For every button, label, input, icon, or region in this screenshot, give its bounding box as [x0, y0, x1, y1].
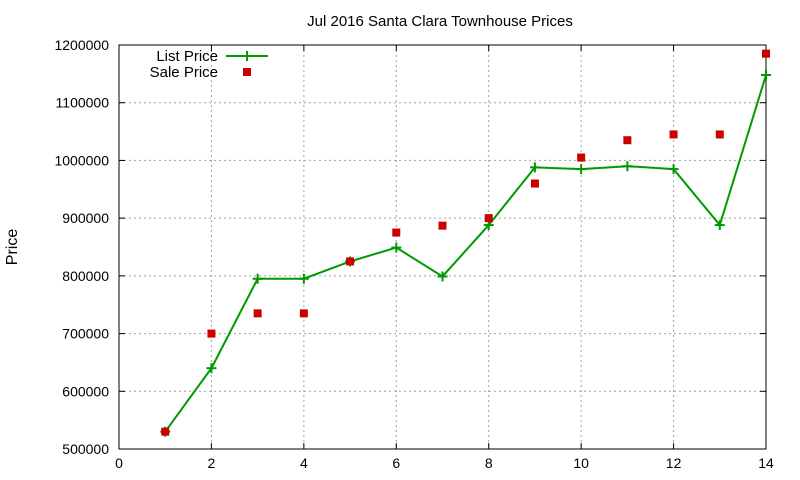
sale-price-point [392, 228, 401, 237]
legend-item: Sale Price [150, 64, 251, 81]
x-tick-label: 6 [392, 455, 400, 471]
series-sale-price [161, 49, 770, 436]
legend-label: Sale Price [150, 64, 218, 81]
series-list-price [160, 70, 771, 437]
sale-price-point [438, 221, 447, 230]
sale-price-point [715, 130, 724, 139]
y-tick-label: 800000 [62, 268, 109, 284]
sale-price-point [299, 309, 308, 318]
legend-square-swatch [243, 68, 251, 76]
series [160, 49, 771, 437]
x-tick-label: 4 [300, 455, 308, 471]
list-price-point [437, 271, 448, 282]
sale-price-point [530, 179, 539, 188]
list-price-point [252, 273, 263, 284]
legend-item: List Price [156, 48, 268, 65]
list-price-point [576, 164, 587, 175]
plot-border [118, 44, 767, 450]
y-tick-label: 1200000 [54, 37, 109, 53]
list-price-point [529, 162, 540, 173]
chart-title: Jul 2016 Santa Clara Townhouse Prices [307, 13, 573, 30]
legend-label: List Price [156, 48, 218, 65]
list-price-point [714, 220, 725, 231]
y-axis-label: Price [4, 229, 21, 266]
y-tick-label: 500000 [62, 441, 109, 457]
list-price-point [298, 273, 309, 284]
x-tick-label: 8 [485, 455, 493, 471]
grid [119, 45, 766, 449]
sale-price-point [346, 257, 355, 266]
sale-price-point [623, 136, 632, 145]
y-tick-label: 700000 [62, 326, 109, 342]
list-price-point [391, 242, 402, 253]
sale-price-point [669, 130, 678, 139]
sale-price-point [577, 153, 586, 162]
list-price-point [206, 363, 217, 374]
y-tick-label: 1000000 [54, 152, 109, 168]
list-price-point [761, 70, 771, 81]
x-tick-label: 2 [208, 455, 216, 471]
sale-price-point [484, 214, 493, 223]
axes [118, 44, 767, 450]
sale-price-point [253, 309, 262, 318]
y-tick-label: 900000 [62, 210, 109, 226]
sale-price-point [161, 427, 170, 436]
y-tick-label: 600000 [62, 383, 109, 399]
sale-price-point [207, 329, 216, 338]
x-tick-label: 14 [758, 455, 774, 471]
list-price-line [164, 74, 767, 433]
tick-labels: 0 2 4 6 8 10 12 14 500000 600000 700000 800000 90000… [54, 37, 774, 471]
x-tick-label: 0 [115, 455, 123, 471]
y-tick-label: 1100000 [56, 95, 110, 111]
list-price-point [622, 161, 633, 172]
x-tick-label: 12 [666, 455, 682, 471]
x-tick-label: 10 [573, 455, 589, 471]
list-price-point [668, 164, 679, 175]
sale-price-point [762, 49, 770, 58]
